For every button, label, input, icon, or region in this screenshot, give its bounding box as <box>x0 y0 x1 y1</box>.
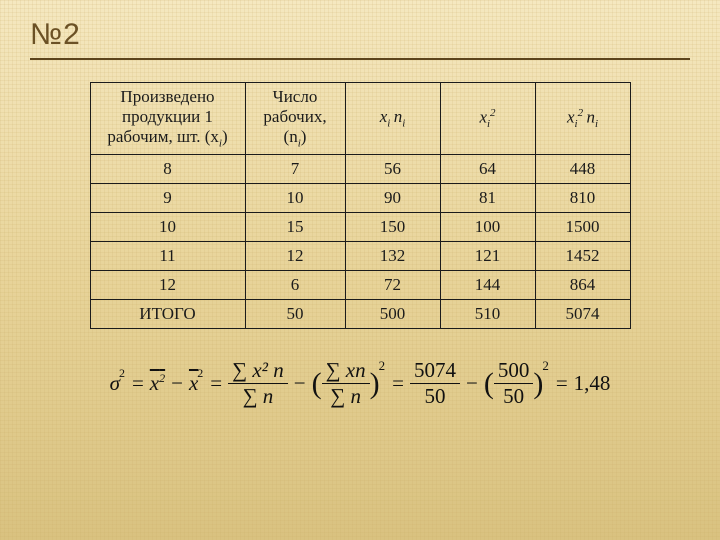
table-cell: 132 <box>345 242 440 271</box>
table-cell: 100 <box>440 213 535 242</box>
table-cell: 72 <box>345 271 440 300</box>
table-cell: 10 <box>90 213 245 242</box>
th-xini: xi ni <box>345 83 440 155</box>
page-title: №2 <box>30 18 690 52</box>
den4: 50 <box>499 384 528 408</box>
table-cell: 150 <box>345 213 440 242</box>
table-cell: 8 <box>90 155 245 184</box>
table-cell: 7 <box>245 155 345 184</box>
eq4: = <box>556 371 568 396</box>
eq1: = <box>132 371 144 396</box>
table-body: 8756644489109081810101515010015001112132… <box>90 155 630 329</box>
table-cell: 50 <box>245 300 345 329</box>
num2: ∑ xn <box>326 358 366 382</box>
minus2: − <box>294 371 306 396</box>
table-header-row: Произведенопродукции 1рабочим, шт. (xi) … <box>90 83 630 155</box>
table-cell: 64 <box>440 155 535 184</box>
table-row: 9109081810 <box>90 184 630 213</box>
th-xi2: xi2 <box>440 83 535 155</box>
num4: 500 <box>494 359 534 384</box>
table-row: ИТОГО505005105074 <box>90 300 630 329</box>
table-cell: 12 <box>90 271 245 300</box>
minus3: − <box>466 371 478 396</box>
paren2: ( 500 50 )2 <box>484 359 550 408</box>
table-cell: 6 <box>245 271 345 300</box>
mean-x2: x2 <box>150 371 165 396</box>
title-rule <box>30 58 690 60</box>
den3: 50 <box>420 384 449 408</box>
table-cell: 1452 <box>535 242 630 271</box>
den2: ∑ n <box>330 384 361 408</box>
table-cell: 448 <box>535 155 630 184</box>
th-produced: Произведенопродукции 1рабочим, шт. (xi) <box>90 83 245 155</box>
table-cell: 510 <box>440 300 535 329</box>
minus1: − <box>171 371 183 396</box>
variance-formula: σ2 = x2 − x2 = ∑ x² n ∑ n − ( ∑ xn ∑ n )… <box>110 359 611 408</box>
frac3: 5074 50 <box>410 359 460 408</box>
table-cell: ИТОГО <box>90 300 245 329</box>
eq2: = <box>210 371 222 396</box>
table-row: 875664448 <box>90 155 630 184</box>
table-cell: 81 <box>440 184 535 213</box>
den1: ∑ n <box>243 384 274 408</box>
num1: ∑ x² n <box>232 358 284 382</box>
table-cell: 15 <box>245 213 345 242</box>
table-cell: 1500 <box>535 213 630 242</box>
table-cell: 90 <box>345 184 440 213</box>
table-row: 11121321211452 <box>90 242 630 271</box>
table-cell: 121 <box>440 242 535 271</box>
frac1: ∑ x² n ∑ n <box>228 359 288 408</box>
th-xi2ni: xi2 ni <box>535 83 630 155</box>
table-cell: 864 <box>535 271 630 300</box>
table-cell: 810 <box>535 184 630 213</box>
table-cell: 144 <box>440 271 535 300</box>
data-table: Произведенопродукции 1рабочим, шт. (xi) … <box>90 82 631 329</box>
paren1: ( ∑ xn ∑ n )2 <box>312 359 387 408</box>
result: 1,48 <box>574 371 611 396</box>
formula-container: σ2 = x2 − x2 = ∑ x² n ∑ n − ( ∑ xn ∑ n )… <box>30 359 690 408</box>
table-cell: 10 <box>245 184 345 213</box>
th-workers: Числорабочих,(ni) <box>245 83 345 155</box>
table-cell: 56 <box>345 155 440 184</box>
table-cell: 9 <box>90 184 245 213</box>
num3: 5074 <box>410 359 460 384</box>
eq3: = <box>392 371 404 396</box>
table-row: 12672144864 <box>90 271 630 300</box>
table-row: 10151501001500 <box>90 213 630 242</box>
table-cell: 5074 <box>535 300 630 329</box>
table-cell: 500 <box>345 300 440 329</box>
table-container: Произведенопродукции 1рабочим, шт. (xi) … <box>30 82 690 329</box>
table-cell: 11 <box>90 242 245 271</box>
table-cell: 12 <box>245 242 345 271</box>
